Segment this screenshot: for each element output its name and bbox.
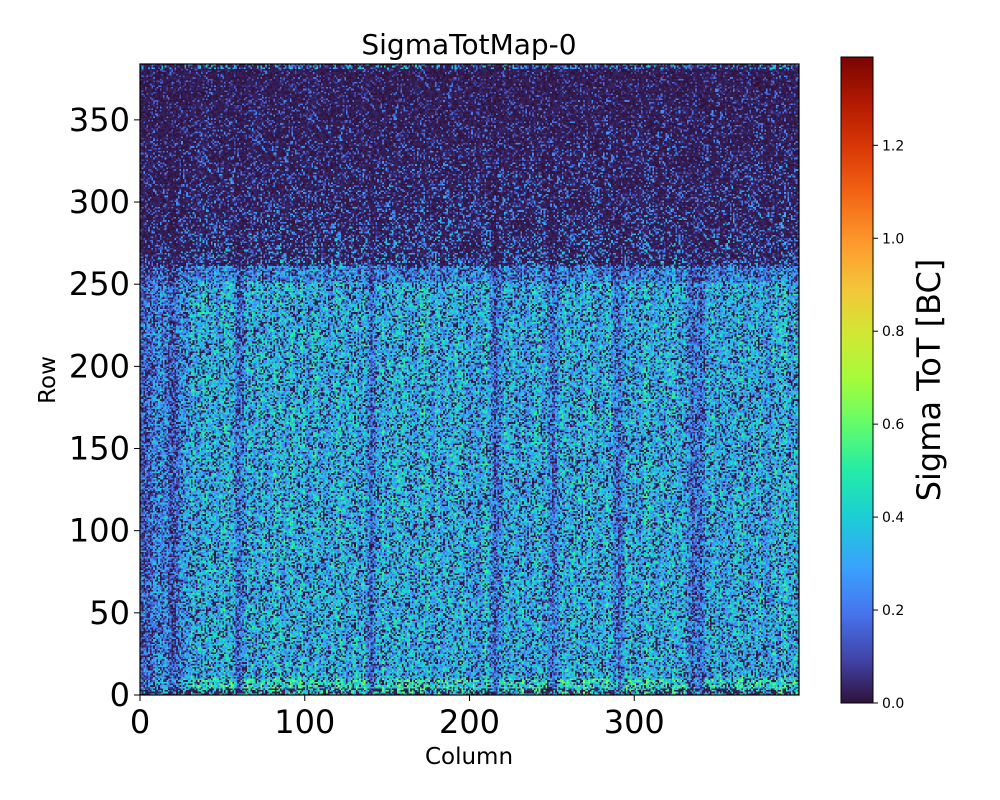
colorbar-gradient — [840, 56, 874, 704]
colorbar-ticks: 0.0 0.2 0.4 0.6 0.8 1.0 1.2 — [873, 138, 904, 712]
y-tick-label: 250 — [69, 265, 130, 303]
x-axis-ticks: 0 100 200 300 — [130, 695, 665, 741]
y-axis-label: Row — [35, 356, 61, 404]
x-axis-label: Column — [425, 744, 513, 770]
chart-title: SigmaTotMap-0 — [361, 28, 576, 61]
colorbar-tick-label: 1.2 — [882, 138, 904, 154]
y-tick-label: 300 — [69, 183, 130, 221]
y-axis-ticks: 0 50 100 150 200 250 300 350 — [69, 101, 140, 714]
colorbar-tick-label: 0.6 — [882, 417, 904, 433]
colorbar-tick-label: 0.0 — [882, 696, 904, 712]
colorbar-tick-label: 0.8 — [882, 324, 904, 340]
colorbar-tick-label: 1.0 — [882, 231, 904, 247]
y-tick-label: 50 — [89, 594, 130, 632]
heatmap-plot-area — [140, 64, 799, 695]
x-tick-label: 200 — [439, 703, 500, 741]
y-tick-label: 150 — [69, 430, 130, 468]
x-tick-label: 300 — [604, 703, 665, 741]
y-tick-label: 100 — [69, 512, 130, 550]
x-tick-label: 100 — [274, 703, 335, 741]
colorbar-label: Sigma ToT [BC] — [910, 259, 948, 502]
colorbar-tick-label: 0.4 — [882, 510, 904, 526]
x-tick-label: 0 — [130, 703, 150, 741]
y-tick-label: 350 — [69, 101, 130, 139]
heatmap-image — [140, 64, 799, 695]
y-tick-label: 200 — [69, 347, 130, 385]
y-tick-label: 0 — [110, 676, 130, 714]
colorbar: 0.0 0.2 0.4 0.6 0.8 1.0 1.2 — [840, 56, 904, 712]
colorbar-tick-label: 0.2 — [882, 603, 904, 619]
plot-frame — [139, 63, 800, 696]
